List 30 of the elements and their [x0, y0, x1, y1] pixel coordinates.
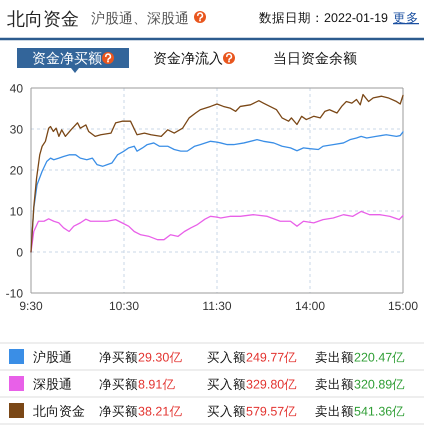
text: 资金净流入 — [153, 50, 223, 66]
legend-label: 沪股通 — [33, 350, 72, 364]
text: 更多 — [393, 11, 419, 25]
text: 卖出额220.47亿 — [315, 350, 406, 364]
y-tick-label: 10 — [10, 204, 24, 218]
chart-subtitle: 沪股通、深股通 — [91, 10, 189, 26]
text: 买入额579.57亿 — [207, 404, 298, 418]
x-tick-label: 15:00 — [388, 299, 418, 313]
text: 净买额38.21亿 — [99, 404, 182, 418]
x-tick-label: 9:30 — [19, 299, 43, 313]
y-tick-label: 30 — [10, 122, 24, 136]
y-tick-label: 40 — [10, 82, 24, 96]
chart-title: 北向资金 — [7, 9, 79, 29]
y-tick-label: 20 — [10, 164, 24, 178]
text: 买入额249.77亿 — [207, 350, 298, 364]
x-tick-label: 14:00 — [294, 299, 326, 313]
text: 净买额29.30亿 — [99, 350, 182, 364]
y-tick-label: 0 — [16, 246, 24, 260]
y-tick-label: -10 — [6, 286, 24, 300]
text: 数据日期：2022-01-19 — [259, 11, 388, 25]
x-tick-label: 11:30 — [202, 299, 232, 313]
text: 卖出额541.36亿 — [315, 404, 406, 418]
text: 买入额329.80亿 — [207, 378, 298, 392]
legend-label: 深股通 — [33, 376, 72, 392]
legend-label: 北向资金 — [33, 404, 85, 418]
text: 当日资金余额 — [273, 50, 357, 66]
text: 卖出额320.89亿 — [315, 378, 406, 392]
x-tick-label: 10:30 — [108, 299, 140, 313]
text: 净买额8.91亿 — [99, 378, 176, 392]
text: 资金净买额 — [32, 50, 102, 66]
